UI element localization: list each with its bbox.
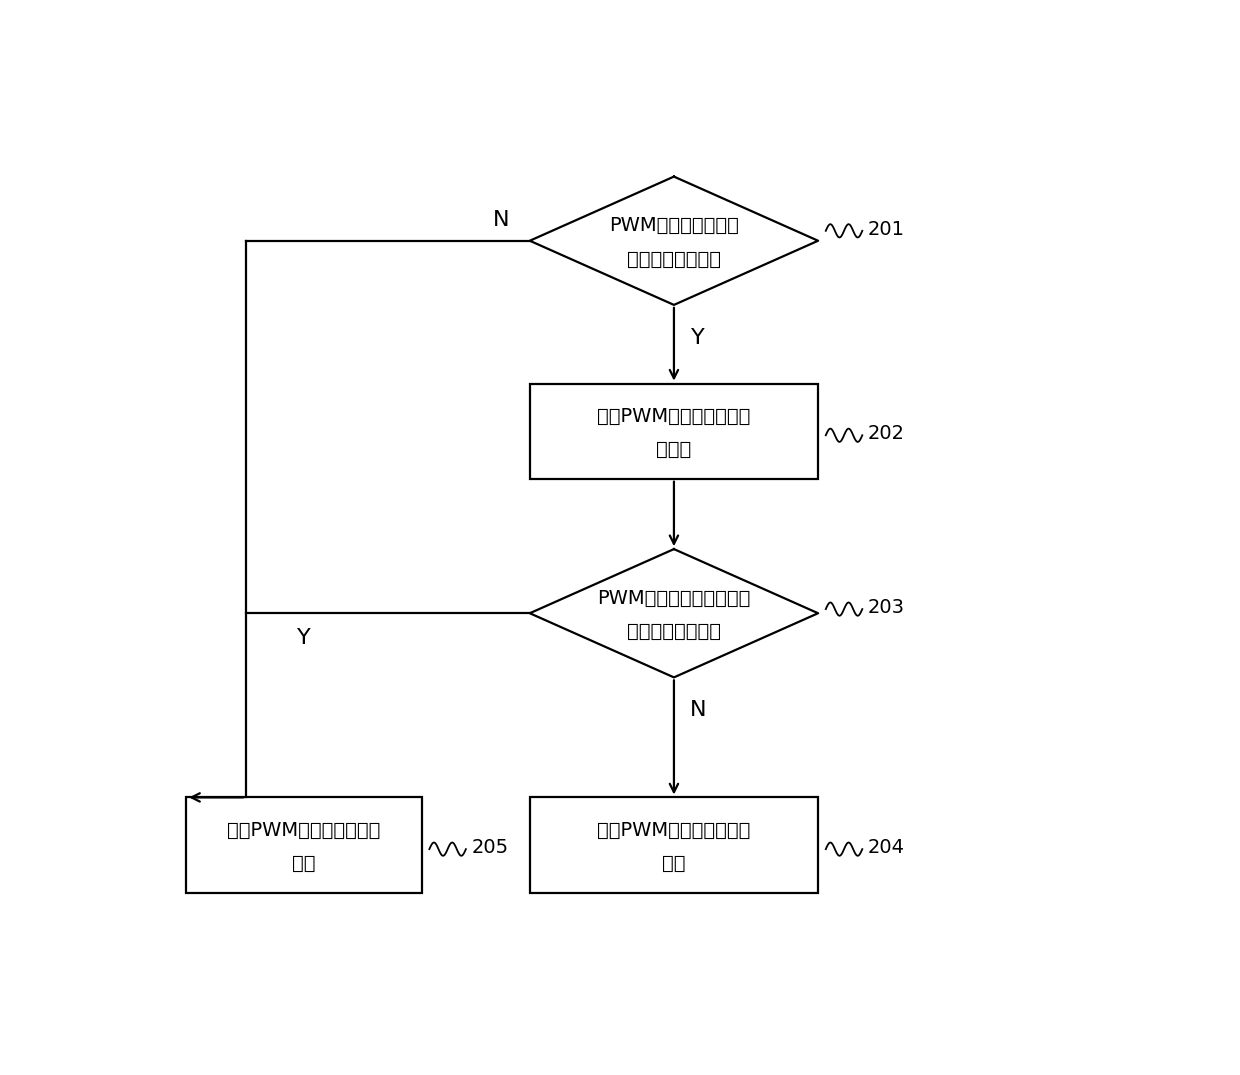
Text: Y: Y [298,628,311,648]
Text: 检测PWM整流器的直流母: 检测PWM整流器的直流母 [598,406,750,426]
Text: 线电压: 线电压 [656,440,692,459]
Text: PWM整流器的输入源: PWM整流器的输入源 [609,216,739,235]
Bar [186,798,422,892]
Text: N: N [689,701,707,720]
Bar [529,798,818,892]
Text: 模式: 模式 [662,854,686,873]
Text: 202: 202 [868,425,905,443]
Bar [529,384,818,478]
Text: PWM整流器的直流母线电: PWM整流器的直流母线电 [598,589,750,607]
Text: 是否允许能量流入: 是否允许能量流入 [627,249,720,269]
Text: 压是否低于设定值: 压是否低于设定值 [627,622,720,641]
Text: 204: 204 [868,838,905,857]
Text: Y: Y [691,328,704,348]
Text: 控制PWM整流器处于回馈: 控制PWM整流器处于回馈 [598,820,750,840]
Text: 201: 201 [868,219,905,239]
Text: 模式: 模式 [293,854,316,873]
Polygon shape [529,176,818,305]
Text: N: N [492,210,510,230]
Polygon shape [529,549,818,677]
Text: 203: 203 [868,598,905,617]
Text: 205: 205 [471,838,508,857]
Text: 控制PWM整流器处于整流: 控制PWM整流器处于整流 [227,820,381,840]
